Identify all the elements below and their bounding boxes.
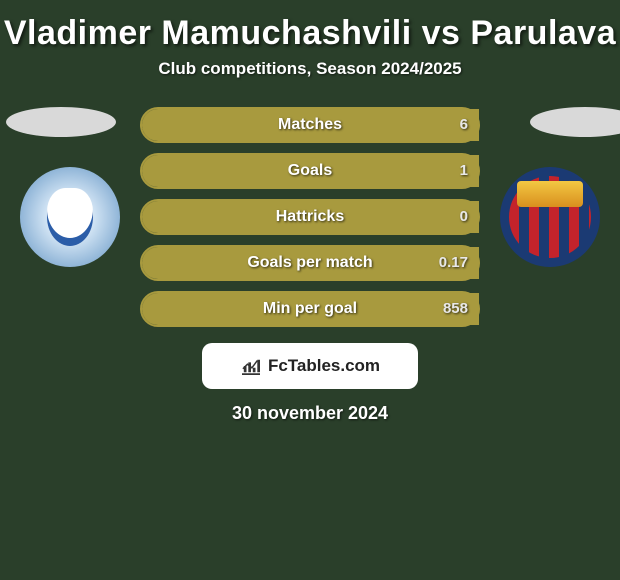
stat-row: Min per goal858 (140, 291, 480, 327)
value-right: 1 (460, 153, 468, 189)
chart-icon (240, 357, 262, 375)
stat-row: Goals per match0.17 (140, 245, 480, 281)
stat-label: Min per goal (140, 291, 480, 327)
value-right: 0 (460, 199, 468, 235)
stat-label: Goals per match (140, 245, 480, 281)
subtitle: Club competitions, Season 2024/2025 (0, 59, 620, 79)
value-right: 6 (460, 107, 468, 143)
name-plate-left (6, 107, 116, 137)
brand-badge: FcTables.com (202, 343, 418, 389)
team-crest-right (500, 167, 600, 267)
value-right: 858 (443, 291, 468, 327)
stat-label: Goals (140, 153, 480, 189)
brand-text: FcTables.com (268, 356, 380, 376)
stat-label: Matches (140, 107, 480, 143)
stat-row: Matches6 (140, 107, 480, 143)
date-text: 30 november 2024 (0, 403, 620, 424)
stat-row: Hattricks0 (140, 199, 480, 235)
stat-row: Goals1 (140, 153, 480, 189)
stat-label: Hattricks (140, 199, 480, 235)
team-crest-left (20, 167, 120, 267)
page-title: Vladimer Mamuchashvili vs Parulava (0, 0, 620, 59)
name-plate-right (530, 107, 620, 137)
value-right: 0.17 (439, 245, 468, 281)
comparison-area: Matches6Goals1Hattricks0Goals per match0… (0, 107, 620, 327)
stat-rows: Matches6Goals1Hattricks0Goals per match0… (140, 107, 480, 327)
